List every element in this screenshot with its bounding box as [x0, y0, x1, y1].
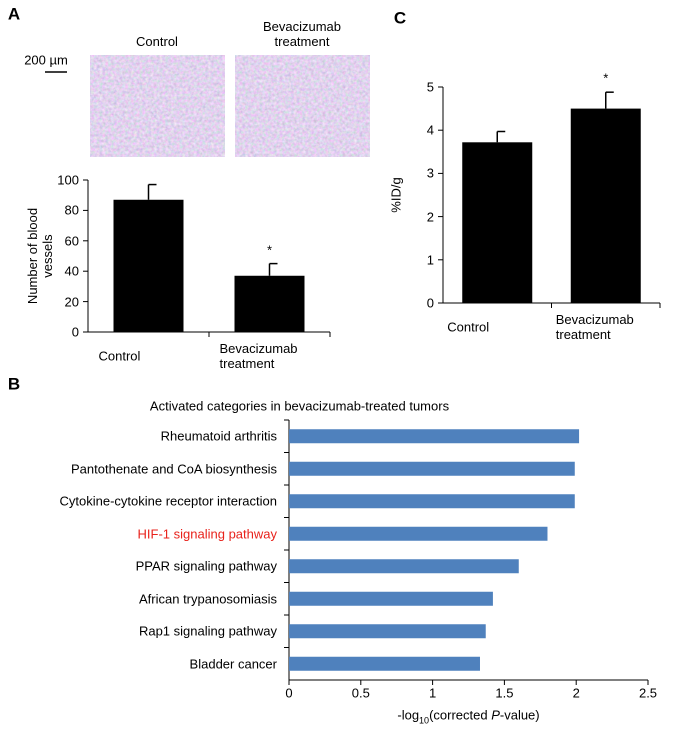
y-tick-label: Bladder cancer — [189, 656, 277, 672]
x-axis-label-part: 10 — [419, 715, 430, 726]
y-tick-label: 1 — [426, 252, 434, 268]
y-tick-label: 0 — [426, 295, 434, 311]
bar — [113, 199, 184, 332]
scale-bar-label: 200 µm — [24, 52, 68, 68]
bar — [289, 624, 486, 639]
x-tick-label: 1.5 — [495, 685, 514, 701]
bar — [462, 142, 533, 303]
micrograph — [235, 55, 370, 157]
x-axis-label-part: P — [491, 707, 500, 723]
y-tick-label: 80 — [64, 202, 79, 218]
x-tick-label: Bevacizumab treatment — [555, 312, 634, 342]
x-axis-label-part: -log — [397, 707, 420, 723]
y-tick-label: Rheumatoid arthritis — [160, 428, 277, 444]
image-label: Control — [136, 34, 178, 49]
y-tick-label: PPAR signaling pathway — [135, 558, 277, 574]
y-tick-label: 3 — [426, 165, 434, 181]
significance-mark: * — [603, 70, 609, 86]
x-tick-label: Control — [447, 319, 490, 335]
bar — [289, 429, 580, 444]
micrograph — [90, 55, 225, 157]
bar — [289, 591, 493, 606]
y-tick-label: African trypanosomiasis — [139, 591, 277, 607]
bar — [570, 108, 641, 303]
chart-title: Activated categories in bevacizumab-trea… — [149, 398, 450, 414]
y-tick-label: 5 — [426, 79, 434, 95]
bar — [289, 559, 519, 574]
panel-label: C — [393, 8, 407, 28]
x-tick-label: 0.5 — [351, 685, 370, 701]
bar — [289, 494, 575, 509]
x-tick-label: 0 — [285, 685, 293, 701]
bar — [289, 526, 548, 541]
x-tick-label: Control — [98, 348, 141, 364]
y-axis-label: %ID/g — [388, 177, 404, 213]
x-axis-label-part: (corrected — [429, 707, 492, 723]
panel-label: B — [7, 374, 21, 394]
bar — [234, 275, 305, 332]
y-tick-label: 0 — [71, 324, 79, 340]
y-tick-label: Rap1 signaling pathway — [138, 623, 277, 639]
y-tick-label: 2 — [426, 209, 434, 225]
y-tick-label: 4 — [426, 122, 434, 138]
bar — [289, 461, 575, 476]
x-tick-label: Bevacizumab treatment — [219, 341, 298, 371]
y-tick-label: 100 — [57, 172, 79, 188]
x-tick-label: 2 — [572, 685, 580, 701]
y-tick-label: HIF-1 signaling pathway — [137, 526, 277, 542]
x-axis-label-part: -value) — [499, 707, 540, 723]
y-tick-label: Cytokine-cytokine receptor interaction — [59, 493, 278, 509]
bar — [289, 656, 480, 671]
y-axis-label: Number of blood vessels — [25, 207, 55, 305]
significance-mark: * — [266, 242, 273, 258]
y-tick-label: 40 — [64, 263, 79, 279]
panel-label: A — [7, 4, 21, 24]
y-tick-label: 20 — [64, 294, 79, 310]
y-tick-label: Pantothenate and CoA biosynthesis — [71, 461, 277, 477]
x-tick-label: 2.5 — [638, 685, 658, 701]
y-tick-label: 60 — [64, 233, 79, 249]
x-tick-label: 1 — [428, 685, 437, 701]
image-label: Bevacizumab treatment — [262, 19, 342, 49]
x-axis-label: -log10(corrected P-value) — [397, 708, 539, 729]
